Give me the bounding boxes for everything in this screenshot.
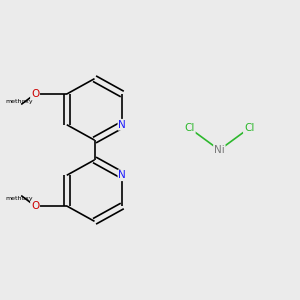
Text: N: N xyxy=(118,170,126,180)
Text: Cl: Cl xyxy=(244,123,254,133)
Text: Cl: Cl xyxy=(184,123,195,133)
Text: Ni: Ni xyxy=(214,145,225,155)
Text: methoxy: methoxy xyxy=(5,99,33,104)
Text: O: O xyxy=(31,201,39,211)
Text: O: O xyxy=(31,89,39,99)
Text: N: N xyxy=(118,120,126,130)
Text: methoxy: methoxy xyxy=(5,196,33,201)
